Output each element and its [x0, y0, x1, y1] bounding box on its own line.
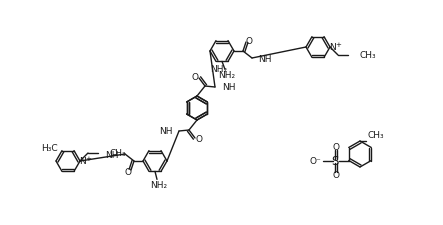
Text: O: O	[332, 142, 339, 151]
Text: +: +	[85, 155, 91, 161]
Text: O: O	[245, 36, 253, 45]
Text: CH₃: CH₃	[368, 130, 385, 139]
Text: N: N	[330, 43, 336, 52]
Text: NH: NH	[105, 150, 119, 159]
Text: NH: NH	[258, 54, 272, 63]
Text: NH₂: NH₂	[151, 180, 167, 189]
Text: N: N	[80, 157, 86, 166]
Text: NH: NH	[222, 83, 236, 92]
Text: O⁻: O⁻	[310, 156, 322, 165]
Text: NH: NH	[159, 127, 173, 136]
Text: CH₃: CH₃	[360, 51, 377, 60]
Text: O: O	[195, 135, 202, 144]
Text: S: S	[331, 154, 338, 167]
Text: O: O	[332, 170, 339, 179]
Text: NH₂: NH₂	[210, 65, 228, 74]
Text: CH₃: CH₃	[110, 149, 127, 158]
Text: O: O	[191, 73, 198, 82]
Text: O: O	[124, 168, 132, 177]
Text: NH₂: NH₂	[218, 71, 236, 80]
Text: H₃C: H₃C	[41, 144, 58, 152]
Text: +: +	[335, 42, 341, 48]
